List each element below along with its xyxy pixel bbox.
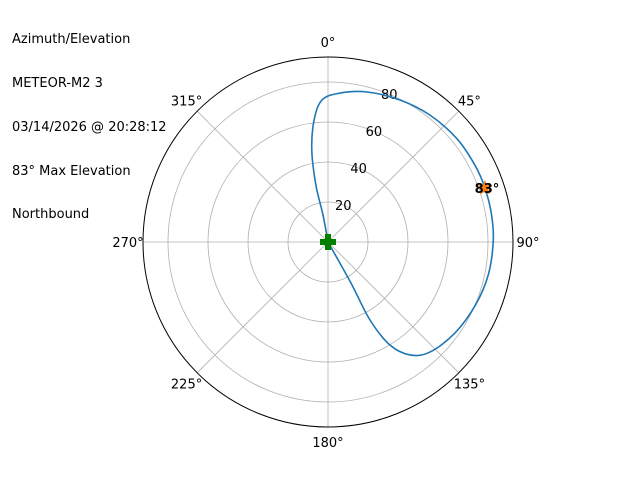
theta-tick-label: 180° bbox=[312, 436, 343, 451]
polar-frame bbox=[142, 56, 514, 428]
title-line: METEOR-M2 3 bbox=[12, 75, 103, 91]
theta-gridline bbox=[196, 110, 329, 243]
theta-tick-label: 0° bbox=[321, 36, 336, 51]
theta-gridline bbox=[327, 110, 460, 243]
theta-tick-label: 135° bbox=[454, 377, 485, 392]
theta-tick-label: 270° bbox=[112, 236, 143, 251]
satellite-track bbox=[310, 90, 495, 357]
max-elevation-label: 83° bbox=[475, 182, 500, 197]
theta-tick-label: 45° bbox=[458, 95, 481, 110]
title-line: Azimuth/Elevation bbox=[12, 32, 131, 48]
title-line: 83° Max Elevation bbox=[12, 163, 131, 179]
title-line: Northbound bbox=[12, 207, 90, 223]
r-tick-label: 60 bbox=[366, 125, 383, 140]
r-tick-label: 20 bbox=[335, 199, 352, 214]
chart-title: Azimuth/Elevation METEOR-M2 3 03/14/2026… bbox=[12, 4, 167, 238]
start-marker-plus bbox=[320, 234, 336, 250]
r-tick-label: 40 bbox=[350, 162, 367, 177]
theta-tick-label: 315° bbox=[171, 95, 202, 110]
title-line: 03/14/2026 @ 20:28:12 bbox=[12, 119, 167, 135]
theta-tick-label: 225° bbox=[171, 377, 202, 392]
max-elevation-star bbox=[477, 179, 493, 195]
theta-gridline bbox=[327, 241, 460, 374]
theta-tick-label: 90° bbox=[516, 236, 539, 251]
theta-gridline bbox=[196, 241, 329, 374]
